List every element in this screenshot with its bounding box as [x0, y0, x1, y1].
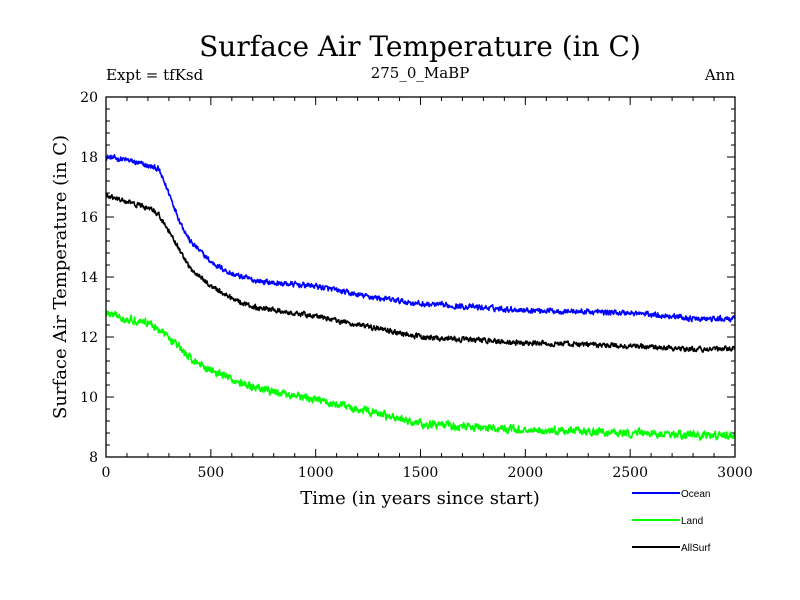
series-line-allsurf	[106, 193, 735, 353]
x-tick-label: 1000	[298, 465, 334, 481]
y-tick-label: 20	[80, 90, 98, 106]
y-tick-label: 12	[80, 330, 98, 346]
x-tick-label: 2500	[612, 465, 648, 481]
x-tick-label: 500	[197, 465, 224, 481]
experiment-label: Expt = tfKsd	[106, 66, 204, 84]
x-tick-label: 1500	[403, 465, 439, 481]
chart-title: Surface Air Temperature (in C)	[199, 30, 641, 63]
season-label: Ann	[704, 66, 735, 84]
period-label: 275_0_MaBP	[371, 64, 470, 82]
y-tick-label: 18	[80, 150, 98, 166]
legend-label-ocean: Ocean	[681, 489, 710, 500]
plot-frame	[105, 96, 736, 458]
y-tick-label: 10	[80, 390, 98, 406]
x-axis-label: Time (in years since start)	[300, 488, 540, 509]
legend-label-land: Land	[681, 516, 703, 527]
y-tick-label: 16	[80, 210, 98, 226]
legend-label-allsurf: AllSurf	[681, 543, 711, 554]
tick-labels: 0 500 1000 1500 2000 2500 3000 8 10 12 14 16 18 20	[80, 90, 753, 481]
legend: Ocean Land AllSurf	[632, 489, 711, 554]
series-layer	[106, 154, 735, 441]
x-tick-label: 0	[102, 465, 111, 481]
y-tick-label: 14	[80, 270, 98, 286]
series-line-land	[106, 310, 735, 441]
x-tick-label: 2000	[508, 465, 544, 481]
y-axis-label: Surface Air Temperature (in C)	[50, 135, 71, 419]
x-tick-label: 3000	[717, 465, 753, 481]
series-line-ocean	[106, 154, 735, 323]
y-tick-label: 8	[89, 450, 98, 466]
